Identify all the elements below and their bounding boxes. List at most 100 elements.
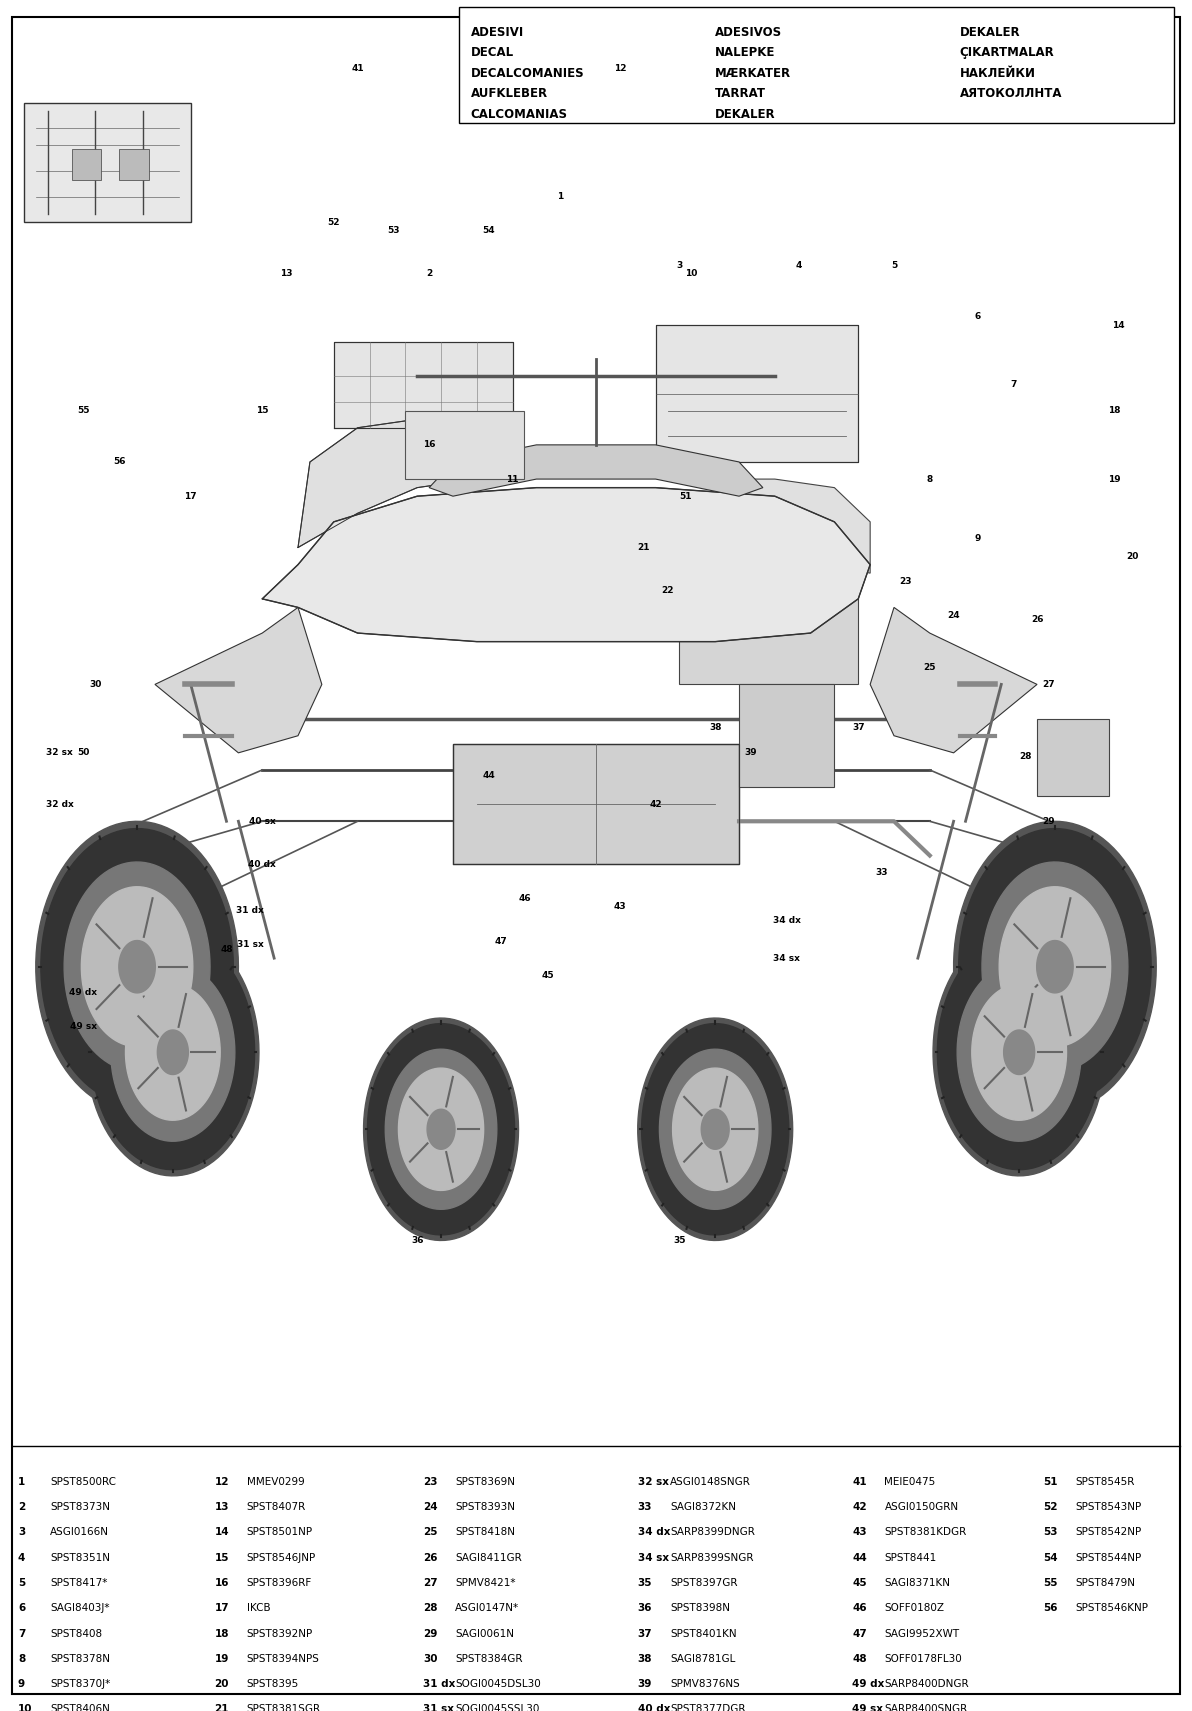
Text: 15: 15 xyxy=(256,406,268,416)
Text: 30: 30 xyxy=(423,1655,437,1663)
Text: 42: 42 xyxy=(650,799,662,809)
Text: SPST8543NP: SPST8543NP xyxy=(1075,1502,1142,1513)
Text: 27: 27 xyxy=(1043,679,1055,690)
Text: SPST8418N: SPST8418N xyxy=(455,1528,515,1536)
Text: SAGI8411GR: SAGI8411GR xyxy=(455,1552,522,1562)
Text: SARP8400DNGR: SARP8400DNGR xyxy=(884,1678,969,1689)
Text: SOFF0178FL30: SOFF0178FL30 xyxy=(884,1655,962,1663)
Text: SAGI8781GL: SAGI8781GL xyxy=(670,1655,735,1663)
Text: 32 sx: 32 sx xyxy=(638,1477,669,1487)
Text: SARP8400SNGR: SARP8400SNGR xyxy=(884,1704,968,1711)
Text: 24: 24 xyxy=(948,611,960,621)
Text: 37: 37 xyxy=(852,722,864,732)
Polygon shape xyxy=(982,862,1128,1071)
Text: SPST8377DGR: SPST8377DGR xyxy=(670,1704,745,1711)
Text: SPST8369N: SPST8369N xyxy=(455,1477,515,1487)
Polygon shape xyxy=(262,488,870,642)
Text: 49 dx: 49 dx xyxy=(69,987,98,998)
Text: SPST8545R: SPST8545R xyxy=(1075,1477,1135,1487)
Polygon shape xyxy=(659,1049,771,1210)
Polygon shape xyxy=(679,582,858,684)
Polygon shape xyxy=(701,1109,730,1150)
Polygon shape xyxy=(715,479,870,573)
Text: 21: 21 xyxy=(215,1704,229,1711)
Polygon shape xyxy=(933,929,1105,1175)
Text: DEKALER: DEKALER xyxy=(715,108,776,121)
Polygon shape xyxy=(957,963,1081,1141)
Bar xyxy=(459,7,1174,123)
Text: 26: 26 xyxy=(423,1552,437,1562)
Text: ASGI0150GRN: ASGI0150GRN xyxy=(884,1502,958,1513)
Text: ÇIKARTMALAR: ÇIKARTMALAR xyxy=(960,46,1054,60)
Text: 49 sx: 49 sx xyxy=(70,1021,97,1032)
Text: 18: 18 xyxy=(215,1629,229,1639)
Text: CALCOMANIAS: CALCOMANIAS xyxy=(471,108,567,121)
Text: 34 dx: 34 dx xyxy=(772,915,801,926)
Text: SPST8392NP: SPST8392NP xyxy=(247,1629,313,1639)
Text: SPST8373N: SPST8373N xyxy=(50,1502,110,1513)
Polygon shape xyxy=(364,1018,519,1240)
Text: SPST8381SGR: SPST8381SGR xyxy=(247,1704,321,1711)
Text: MMEV0299: MMEV0299 xyxy=(247,1477,304,1487)
Text: 7: 7 xyxy=(18,1629,25,1639)
Polygon shape xyxy=(334,342,513,428)
Text: 11: 11 xyxy=(507,474,519,484)
Text: 44: 44 xyxy=(483,770,495,780)
Text: SPMV8376NS: SPMV8376NS xyxy=(670,1678,740,1689)
Text: 39: 39 xyxy=(638,1678,652,1689)
Text: 35: 35 xyxy=(638,1578,652,1588)
Text: SPST8417*: SPST8417* xyxy=(50,1578,107,1588)
Text: 2: 2 xyxy=(18,1502,25,1513)
Text: 33: 33 xyxy=(638,1502,652,1513)
Text: SAGI8403J*: SAGI8403J* xyxy=(50,1603,110,1613)
Text: SAGI0061N: SAGI0061N xyxy=(455,1629,514,1639)
Text: 16: 16 xyxy=(215,1578,229,1588)
Text: 41: 41 xyxy=(352,63,364,74)
Text: SPST8546JNP: SPST8546JNP xyxy=(247,1552,316,1562)
Text: SARP8399DNGR: SARP8399DNGR xyxy=(670,1528,755,1536)
Text: 35: 35 xyxy=(673,1235,685,1246)
Polygon shape xyxy=(385,1049,497,1210)
Text: 33: 33 xyxy=(876,867,888,878)
Text: SPST8397GR: SPST8397GR xyxy=(670,1578,738,1588)
Polygon shape xyxy=(971,984,1067,1121)
Text: AUFKLEBER: AUFKLEBER xyxy=(471,87,548,101)
Text: 34 dx: 34 dx xyxy=(638,1528,670,1536)
Polygon shape xyxy=(954,821,1156,1112)
Text: 32 dx: 32 dx xyxy=(45,799,74,809)
Text: 51: 51 xyxy=(679,491,691,501)
Text: 27: 27 xyxy=(423,1578,437,1588)
Text: ASGI0148SNGR: ASGI0148SNGR xyxy=(670,1477,751,1487)
Text: SPST8408: SPST8408 xyxy=(50,1629,103,1639)
Text: SPST8500RC: SPST8500RC xyxy=(50,1477,116,1487)
Text: 29: 29 xyxy=(1043,816,1055,826)
Text: 30: 30 xyxy=(89,679,101,690)
Text: 8: 8 xyxy=(18,1655,25,1663)
Text: 41: 41 xyxy=(852,1477,867,1487)
Text: 54: 54 xyxy=(483,226,495,236)
Text: 47: 47 xyxy=(852,1629,867,1639)
Text: 17: 17 xyxy=(185,491,197,501)
Text: 32 sx: 32 sx xyxy=(46,748,73,758)
Text: 34 sx: 34 sx xyxy=(638,1552,669,1562)
Text: SPST8394NPS: SPST8394NPS xyxy=(247,1655,319,1663)
Polygon shape xyxy=(81,886,193,1047)
Polygon shape xyxy=(157,1030,188,1075)
Text: 38: 38 xyxy=(638,1655,652,1663)
Text: 16: 16 xyxy=(423,440,435,450)
Polygon shape xyxy=(24,103,191,222)
Text: ADESIVI: ADESIVI xyxy=(471,26,524,39)
Polygon shape xyxy=(1004,1030,1035,1075)
Text: TARRAT: TARRAT xyxy=(715,87,766,101)
Text: SPMV8421*: SPMV8421* xyxy=(455,1578,516,1588)
Text: DEKALER: DEKALER xyxy=(960,26,1020,39)
Text: 4: 4 xyxy=(795,260,802,270)
Text: SPST8441: SPST8441 xyxy=(884,1552,937,1562)
Text: 13: 13 xyxy=(280,269,292,279)
Polygon shape xyxy=(958,828,1151,1105)
Text: 10: 10 xyxy=(18,1704,32,1711)
Text: 50: 50 xyxy=(77,748,89,758)
Text: АЯТОКОЛЛНТА: АЯТОКОЛЛНТА xyxy=(960,87,1062,101)
Text: 9: 9 xyxy=(974,534,981,544)
Polygon shape xyxy=(1037,941,1073,992)
